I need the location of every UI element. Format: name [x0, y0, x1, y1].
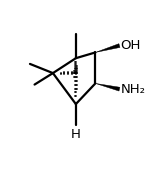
Polygon shape: [95, 44, 120, 52]
Text: OH: OH: [121, 39, 141, 52]
Polygon shape: [95, 83, 120, 91]
Text: H: H: [71, 128, 81, 141]
Text: NH₂: NH₂: [121, 83, 146, 96]
